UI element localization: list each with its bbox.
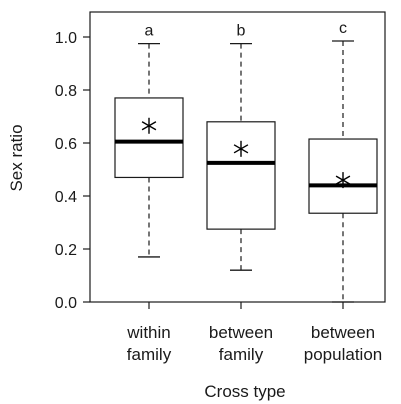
box-group-0: a xyxy=(114,23,184,258)
y-tick-label-2: 0.4 xyxy=(55,189,77,206)
y-tick-label-0: 0.0 xyxy=(55,295,77,312)
box-0 xyxy=(114,97,184,179)
mean-marker-stroke-0-2 xyxy=(141,121,157,131)
x-tick-label-line1-2: between xyxy=(311,323,375,342)
significance-letter-0: a xyxy=(145,23,154,40)
significance-letter-2: c xyxy=(339,20,347,37)
box-group-2: c xyxy=(308,20,378,303)
mean-marker-0 xyxy=(141,117,157,134)
y-axis-label: Sex ratio xyxy=(7,124,26,191)
mean-marker-2 xyxy=(335,172,351,189)
boxes: a b c xyxy=(114,20,378,303)
y-tick-label-5: 1.0 xyxy=(55,30,77,47)
x-tick-label-line1-1: between xyxy=(209,323,273,342)
y-tick-label-4: 0.8 xyxy=(55,83,77,100)
x-tick-label-line2-0: family xyxy=(127,345,172,364)
mean-marker-stroke-1-2 xyxy=(233,144,249,154)
y-axis: 0.0 0.2 0.4 0.6 0.8 1.0 xyxy=(55,30,90,312)
x-tick-label-line2-1: family xyxy=(219,345,264,364)
y-tick-label-1: 0.2 xyxy=(55,242,77,259)
mean-marker-1 xyxy=(233,140,249,157)
x-axis-label: Cross type xyxy=(204,382,285,401)
box-1 xyxy=(206,121,276,230)
box-group-1: b xyxy=(206,23,276,271)
significance-letter-1: b xyxy=(237,23,246,40)
plot-frame xyxy=(89,11,386,303)
x-axis-labels: within family between family between populati… xyxy=(126,302,382,364)
y-tick-label-3: 0.6 xyxy=(55,136,77,153)
mean-marker-stroke-2-2 xyxy=(335,175,351,185)
x-tick-label-line1-0: within xyxy=(126,323,170,342)
x-tick-label-line2-2: population xyxy=(304,345,382,364)
